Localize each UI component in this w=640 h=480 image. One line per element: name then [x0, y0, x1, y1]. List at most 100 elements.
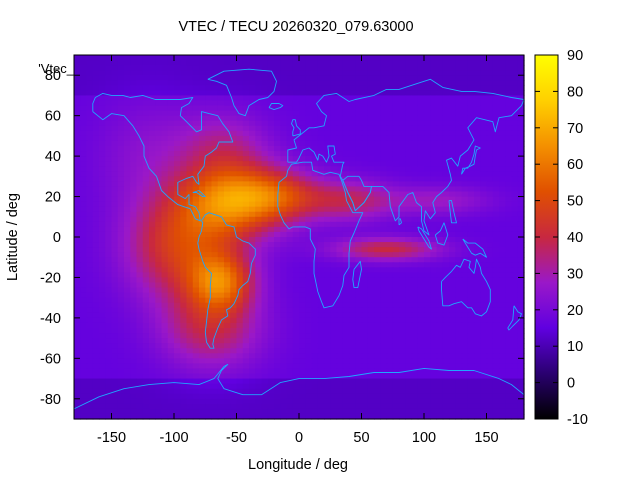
heatmap-cell [367, 262, 375, 268]
heatmap-cell [180, 201, 188, 208]
heatmap-cell [449, 55, 456, 61]
heatmap-cell [442, 247, 450, 253]
heatmap-cell [461, 262, 469, 268]
heatmap-cell [86, 166, 94, 172]
heatmap-cell [436, 322, 444, 329]
heatmap-cell [486, 358, 494, 364]
heatmap-cell [217, 343, 225, 349]
heatmap-cell [449, 262, 456, 268]
heatmap-cell [236, 358, 244, 364]
heatmap-cell [486, 156, 494, 162]
heatmap-cell [80, 328, 88, 334]
heatmap-cell [86, 287, 94, 294]
heatmap-cell [324, 85, 331, 91]
heatmap-cell [442, 176, 450, 182]
heatmap-cell [92, 333, 100, 339]
heatmap-cell [442, 75, 450, 81]
heatmap-cell [124, 151, 131, 157]
heatmap-cell [436, 125, 444, 132]
heatmap-cell [374, 317, 381, 324]
heatmap-cell [486, 221, 494, 228]
heatmap-cell [349, 353, 356, 359]
heatmap-cell [86, 60, 94, 66]
heatmap-cell [124, 60, 131, 66]
heatmap-cell [267, 226, 275, 233]
heatmap-cell [280, 211, 288, 218]
heatmap-cell [142, 297, 150, 304]
heatmap-cell [449, 373, 456, 380]
heatmap-cell [424, 358, 431, 364]
heatmap-cell [92, 267, 100, 273]
heatmap-cell [292, 368, 300, 375]
heatmap-cell [280, 322, 288, 329]
heatmap-cell [386, 110, 394, 117]
heatmap-cell [211, 383, 219, 390]
heatmap-cell [367, 247, 375, 253]
heatmap-cell [492, 130, 500, 137]
heatmap-cell [199, 363, 206, 370]
heatmap-cell [80, 80, 88, 86]
heatmap-cell [149, 348, 156, 354]
heatmap-cell [455, 292, 463, 299]
heatmap-cell [436, 393, 444, 400]
heatmap-cell [292, 262, 300, 268]
heatmap-cell [480, 221, 488, 228]
heatmap-cell [180, 317, 188, 324]
heatmap-cell [299, 388, 306, 395]
heatmap-cell [417, 171, 425, 177]
heatmap-cell [249, 307, 256, 314]
heatmap-cell [274, 237, 281, 243]
heatmap-cell [136, 90, 144, 97]
heatmap-cell [367, 277, 375, 284]
heatmap-cell [261, 242, 269, 248]
heatmap-cell [505, 156, 513, 162]
heatmap-cell [149, 378, 156, 385]
heatmap-cell [174, 80, 181, 86]
heatmap-cell [380, 206, 388, 213]
heatmap-cell [230, 257, 238, 263]
heatmap-cell [292, 181, 300, 188]
heatmap-cell [149, 146, 156, 152]
heatmap-cell [299, 75, 306, 81]
heatmap-cell [317, 120, 325, 127]
heatmap-cell [442, 120, 450, 127]
heatmap-cell [286, 85, 294, 91]
heatmap-cell [424, 206, 431, 213]
heatmap-cell [161, 55, 169, 61]
heatmap-cell [255, 338, 263, 344]
heatmap-cell [505, 65, 513, 71]
heatmap-cell [236, 287, 244, 294]
heatmap-cell [174, 403, 181, 410]
heatmap-cell [467, 393, 475, 400]
heatmap-cell [249, 156, 256, 162]
heatmap-cell [242, 368, 250, 375]
heatmap-cell [211, 282, 219, 289]
heatmap-cell [186, 130, 194, 137]
heatmap-cell [199, 125, 206, 132]
heatmap-cell [111, 333, 119, 339]
heatmap-cell [317, 135, 325, 142]
heatmap-cell [117, 363, 125, 370]
heatmap-cell [399, 65, 406, 71]
heatmap-cell [405, 105, 413, 112]
heatmap-cell [105, 317, 113, 324]
heatmap-cell [192, 312, 200, 319]
heatmap-cell [236, 247, 244, 253]
heatmap-cell [142, 70, 150, 76]
heatmap-cell [405, 171, 413, 177]
heatmap-cell [442, 105, 450, 112]
heatmap-cell [74, 272, 81, 279]
heatmap-cell [167, 211, 175, 218]
heatmap-cell [124, 287, 131, 294]
heatmap-cell [486, 95, 494, 102]
heatmap-cell [117, 125, 125, 132]
heatmap-cell [155, 322, 163, 329]
heatmap-cell [186, 196, 194, 203]
heatmap-cell [117, 302, 125, 309]
heatmap-cell [74, 328, 81, 334]
heatmap-cell [230, 226, 238, 233]
heatmap-cell [442, 312, 450, 319]
heatmap-cell [230, 60, 238, 66]
heatmap-cell [255, 353, 263, 359]
heatmap-cell [517, 120, 525, 127]
